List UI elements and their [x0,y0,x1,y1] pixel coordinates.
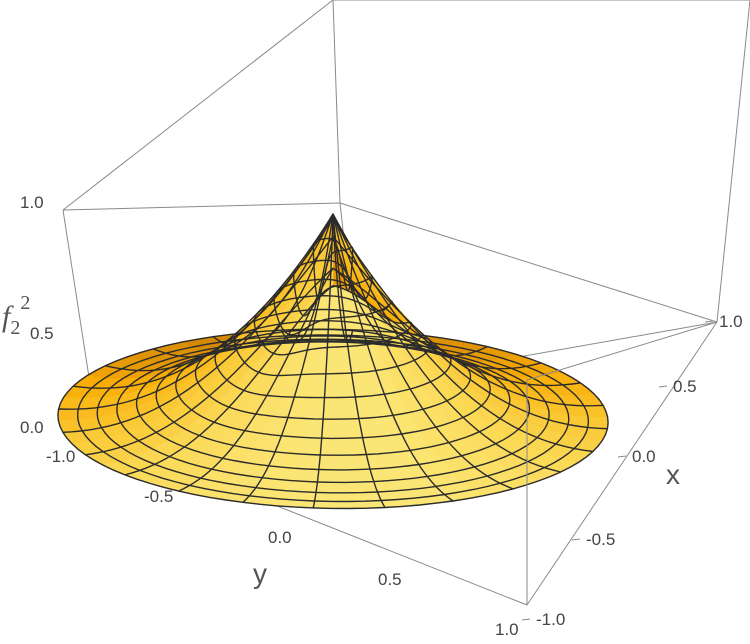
mesh-radial [62,236,334,433]
box-edge [62,0,334,211]
y-tick-label: -1.0 [46,447,75,466]
surface-patch [324,373,341,398]
surface-patch [345,481,378,494]
box-edge [332,0,341,204]
z-tick-label: 0.0 [20,418,44,437]
surface-patch [293,453,321,470]
y-tick-label: 0.0 [268,528,292,547]
z-label-sub: 2 [10,317,20,339]
box-edge [62,202,341,211]
surface-patch [587,416,608,430]
mesh-radial [242,236,334,503]
mesh-radial [332,218,354,344]
surface [57,212,609,510]
z-axis-label: f22 [2,292,30,339]
y-axis-label: y [253,558,267,589]
box-edge [526,321,718,381]
surface-patch [296,436,323,456]
front-box-edges [526,321,718,605]
mesh-radial [178,267,334,492]
mesh-radial [280,214,334,344]
surface-patch [315,481,348,494]
mesh-radial [312,218,334,509]
z-label-sup: 2 [20,292,30,314]
mesh-radial [332,236,604,407]
mesh-radial [332,213,561,473]
mesh-radial [332,236,424,348]
mesh-radial [332,267,488,357]
x-tick-mark [617,455,627,458]
mesh-radial [58,217,334,410]
mesh-radial [85,267,334,456]
surface-patch [322,397,342,420]
y-tick-label: -0.5 [144,487,173,506]
mesh-radial [332,214,386,508]
x-tick-label: -1.0 [536,610,565,629]
y-tick-label: 0.5 [378,570,402,589]
x-tick-label: -0.5 [586,530,615,549]
mesh-radial [152,213,334,358]
x-tick-label: 0.0 [632,447,656,466]
mesh-radial [332,213,514,490]
x-tick-label: 0.5 [673,377,697,396]
box-edge [339,202,718,323]
mesh-radial [332,217,608,430]
mesh-radial [332,213,454,502]
surface-patch [289,467,320,483]
surface-patch [317,469,347,483]
mesh-radial [212,213,334,349]
box-edge [526,321,718,606]
x-tick-label: 1.0 [719,312,743,331]
y-tick-label: 1.0 [495,620,519,639]
surface-patch [300,418,324,439]
axis-ticks: -1.0 -0.5 0.0 0.5 1.0 -1.0 -0.5 0.0 0.5 1.0 0.0 0.5… [20,193,743,639]
bounding-box [62,0,750,606]
surface-patch [314,492,349,502]
mesh-radial [124,285,334,476]
box-edge [716,0,750,323]
z-tick-label: 0.5 [30,324,54,343]
surface-patch [319,437,344,456]
x-tick-mark [704,320,714,323]
surface-patch [321,418,343,439]
surface-patch [343,454,371,471]
x-axis-label: x [666,459,680,490]
surface-patch [318,454,345,471]
x-tick-mark [658,385,668,388]
surface-patch [58,408,79,421]
z-tick-label: 1.0 [20,193,44,212]
mesh-radial [73,213,334,389]
surface-patch [344,468,375,483]
x-tick-mark [521,618,531,621]
x-tick-mark [571,538,581,541]
